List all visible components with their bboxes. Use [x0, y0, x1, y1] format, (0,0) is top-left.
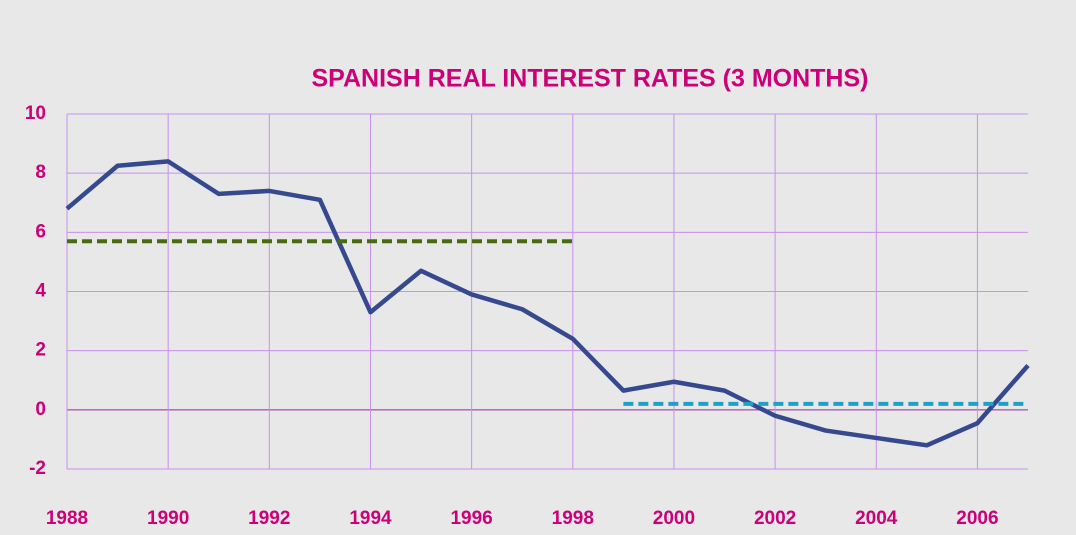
x-tick-label: 2002 — [754, 508, 796, 529]
y-tick-label: 2 — [35, 340, 46, 361]
x-tick-label: 2000 — [653, 508, 695, 529]
x-tick-label: 1992 — [248, 508, 290, 529]
y-tick-label: 0 — [35, 399, 46, 420]
x-tick-label: 1998 — [552, 508, 594, 529]
x-tick-label: 1994 — [349, 508, 392, 529]
line-series — [65, 159, 1030, 448]
y-tick-label: 8 — [35, 162, 46, 183]
x-tick-label: 2004 — [855, 508, 898, 529]
y-tick-label: 6 — [35, 221, 46, 242]
x-tick-label: 2006 — [956, 508, 998, 529]
y-tick-label: -2 — [29, 458, 46, 479]
y-tick-label: 4 — [35, 281, 46, 302]
y-tick-label: 10 — [25, 103, 46, 124]
x-tick-label: 1996 — [450, 508, 492, 529]
x-tick-label: 1988 — [46, 508, 88, 529]
chart-title: SPANISH REAL INTEREST RATES (3 MONTHS) — [312, 65, 869, 93]
x-tick-label: 1990 — [147, 508, 189, 529]
